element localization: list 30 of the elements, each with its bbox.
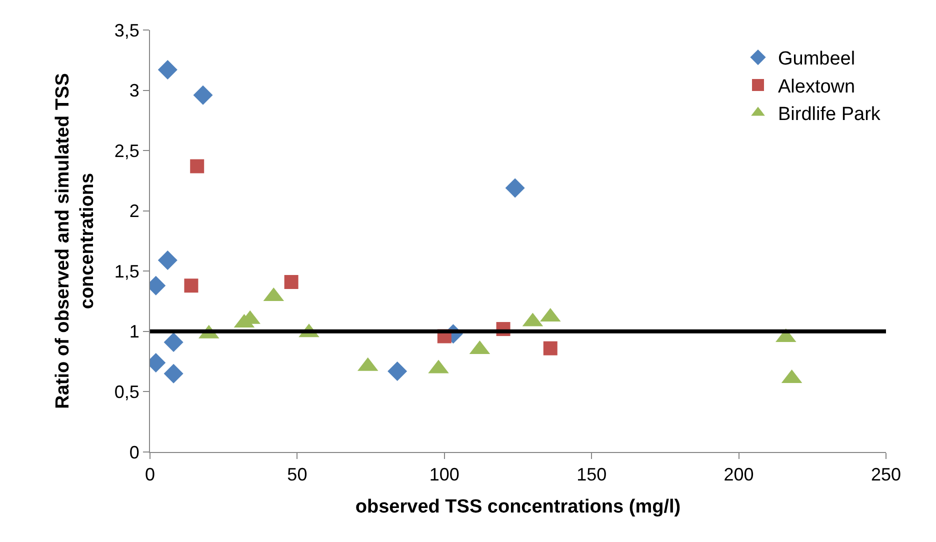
x-tick-label: 50 bbox=[287, 464, 308, 485]
y-tick-label: 3,5 bbox=[114, 20, 140, 40]
legend-label: Alextown bbox=[778, 76, 856, 98]
y-tick-label: 0,5 bbox=[114, 382, 140, 402]
x-tick-label: 0 bbox=[144, 464, 156, 485]
y-tick-label: 3 bbox=[129, 80, 140, 101]
point bbox=[164, 332, 184, 352]
x-tick-label: 150 bbox=[576, 464, 607, 485]
x-axis-title: observed TSS concentrations (mg/l) bbox=[355, 496, 681, 518]
point bbox=[184, 278, 198, 293]
y-axis-title: Ratio of observed and simulated TSS concentrations bbox=[52, 73, 98, 409]
x-tick-label: 100 bbox=[429, 464, 460, 485]
point bbox=[158, 60, 178, 80]
legend-label: Gumbeel bbox=[778, 48, 856, 70]
legend-label: Birdlife Park bbox=[778, 104, 881, 126]
y-tick-label: 1,5 bbox=[114, 261, 140, 282]
point bbox=[164, 364, 184, 384]
point bbox=[543, 341, 558, 356]
y-tick-label: 1 bbox=[129, 322, 140, 342]
point bbox=[193, 85, 213, 105]
point bbox=[158, 250, 178, 270]
x-tick-label: 250 bbox=[870, 464, 902, 485]
point bbox=[388, 361, 408, 381]
x-tick-label: 200 bbox=[724, 464, 754, 485]
y-tick-label: 2 bbox=[129, 201, 140, 222]
y-tick-label: 0 bbox=[129, 442, 140, 462]
point bbox=[505, 178, 525, 198]
point bbox=[284, 274, 298, 289]
y-tick-label: 2,5 bbox=[114, 140, 140, 161]
point bbox=[190, 159, 204, 174]
